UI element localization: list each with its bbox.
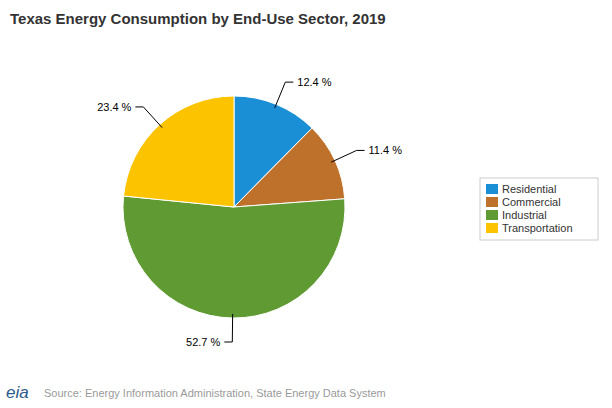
legend-entry: Transportation	[486, 222, 573, 234]
leader-line	[135, 107, 162, 128]
legend-entry: Industrial	[486, 209, 547, 221]
legend-entry: Commercial	[486, 196, 561, 208]
leader-line	[224, 314, 232, 342]
leader-line	[275, 82, 294, 108]
chart: Texas Energy Consumption by End-Use Sect…	[0, 0, 612, 408]
slice	[123, 196, 345, 318]
slice	[124, 96, 234, 207]
legend-label: Industrial	[502, 209, 547, 221]
legend-swatch	[486, 184, 498, 194]
data-label: 52.7 %	[186, 336, 220, 348]
data-label: 12.4 %	[297, 76, 331, 88]
title: Texas Energy Consumption by End-Use Sect…	[10, 10, 386, 27]
pie	[123, 96, 345, 318]
legend-label: Commercial	[502, 196, 561, 208]
legend-entry: Residential	[486, 183, 556, 195]
slice	[234, 128, 345, 207]
source: Source: Energy Information Administratio…	[44, 387, 386, 399]
legend-swatch	[486, 223, 498, 233]
legend-swatch	[486, 210, 498, 220]
data-label: 11.4 %	[369, 144, 403, 156]
legend-label: Residential	[502, 183, 556, 195]
legend-frame	[480, 178, 598, 240]
legend-label: Transportation	[502, 222, 573, 234]
legend: ResidentialCommercialIndustrialTransport…	[480, 178, 598, 240]
logo: eia	[6, 383, 29, 402]
data-labels: 12.4 % 11.4 % 52.7 % 23.4 %	[97, 76, 402, 348]
data-label: 23.4 %	[97, 101, 131, 113]
legend-swatch	[486, 197, 498, 207]
leader-line	[331, 150, 364, 162]
